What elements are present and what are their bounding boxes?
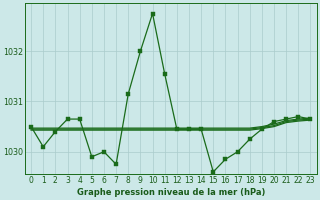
X-axis label: Graphe pression niveau de la mer (hPa): Graphe pression niveau de la mer (hPa) [76,188,265,197]
